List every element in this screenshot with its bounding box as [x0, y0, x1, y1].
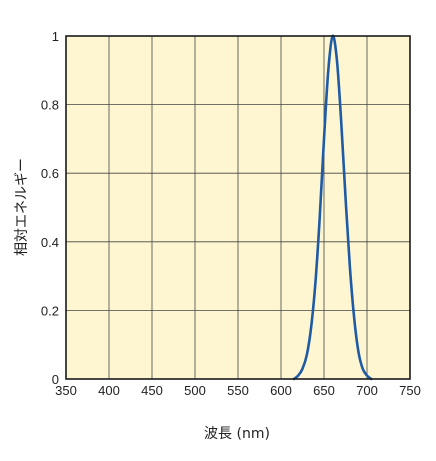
x-tick-label-2: 450	[141, 383, 163, 398]
y-axis-title: 相対エネルギー	[14, 158, 30, 256]
x-tick-label-5: 600	[270, 383, 292, 398]
y-tick-label-2: 0.4	[41, 235, 59, 250]
plot-frame	[65, 35, 411, 380]
y-tick-label-4: 0.8	[41, 98, 59, 113]
x-tick-label-3: 500	[184, 383, 206, 398]
y-tick-label-3: 0.6	[41, 166, 59, 181]
y-tick-label-5: 1	[52, 29, 59, 44]
y-tick-labels: 0 0.2 0.4 0.6 0.8 1	[41, 29, 59, 387]
y-tick-label-1: 0.2	[41, 303, 59, 318]
x-axis-title: 波長 (nm)	[204, 426, 270, 442]
x-tick-label-8: 750	[399, 383, 421, 398]
y-tick-label-0: 0	[52, 372, 59, 387]
x-tick-label-6: 650	[313, 383, 335, 398]
x-tick-labels: 350 400 450 500 550 600 650 700 750	[55, 383, 421, 398]
x-tick-label-0: 350	[55, 383, 77, 398]
x-tick-label-1: 400	[98, 383, 120, 398]
x-tick-label-4: 550	[227, 383, 249, 398]
x-tick-label-7: 700	[356, 383, 378, 398]
